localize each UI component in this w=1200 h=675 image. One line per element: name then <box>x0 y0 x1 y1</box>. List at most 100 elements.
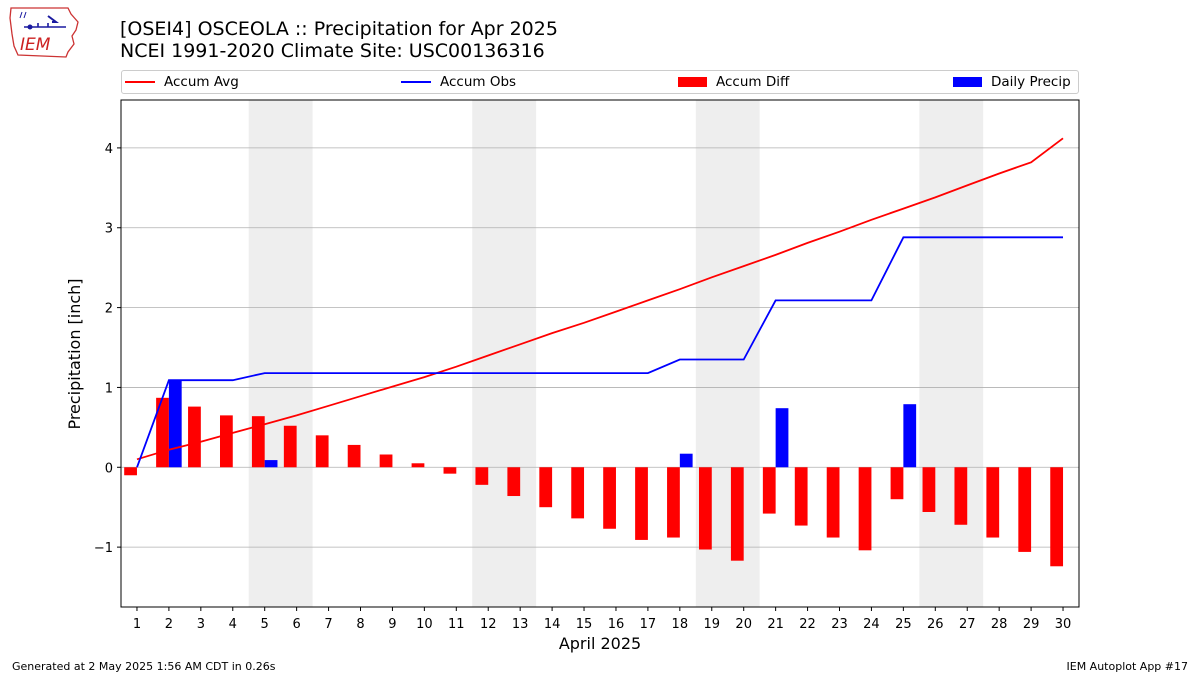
legend-label-daily-precip: Daily Precip <box>991 74 1071 90</box>
daily-precip-bar-5 <box>264 460 278 468</box>
xtick-label-7: 7 <box>324 617 332 632</box>
accum-diff-bar-21 <box>762 467 776 514</box>
ytick-label-0: −1 <box>94 541 113 556</box>
accum-diff-bar-17 <box>635 467 648 540</box>
accum-diff-bar-15 <box>571 467 585 519</box>
legend-label-accum-diff: Accum Diff <box>716 74 790 90</box>
ytick-label-5: 4 <box>105 142 113 157</box>
xtick-label-27: 27 <box>959 617 976 632</box>
weekend-shade-1 <box>472 100 537 607</box>
accum-obs-line <box>136 236 1063 468</box>
accum-diff-bar-22 <box>794 467 808 526</box>
accum-avg-line <box>136 137 1064 461</box>
daily-precip-bar-2 <box>168 380 182 468</box>
accum-diff-bar-3 <box>188 406 201 468</box>
xtick-label-24: 24 <box>863 617 880 632</box>
xtick-label-29: 29 <box>1023 617 1040 632</box>
xtick-label-19: 19 <box>703 617 720 632</box>
daily-precip-bar-21 <box>775 408 789 468</box>
accum-diff-bar-26 <box>922 467 936 512</box>
ytick-label-4: 3 <box>105 222 113 237</box>
accum-diff-bar-14 <box>539 467 553 508</box>
bar-layer <box>124 380 1064 567</box>
xtick-label-20: 20 <box>735 617 752 632</box>
grid-layer <box>121 147 1079 548</box>
xtick-label-16: 16 <box>608 617 625 632</box>
xtick-label-23: 23 <box>831 617 848 632</box>
xtick-label-6: 6 <box>292 617 300 632</box>
chart-legend: Accum Avg Accum Obs Accum Diff Daily Pre… <box>121 70 1079 94</box>
accum-diff-bar-18 <box>667 467 680 538</box>
xtick-label-13: 13 <box>512 617 529 632</box>
chart-subtitle: NCEI 1991-2020 Climate Site: USC00136316 <box>120 40 545 62</box>
xtick-label-26: 26 <box>927 617 944 632</box>
accum-diff-bar-28 <box>986 467 1000 538</box>
accum-diff-bar-11 <box>443 467 457 474</box>
legend-item-accum-avg: Accum Avg <box>125 71 239 93</box>
xtick-label-22: 22 <box>799 617 816 632</box>
accum-diff-bar-29 <box>1018 467 1032 552</box>
weekend-shading-layer <box>248 100 984 607</box>
iem-logo: IEM <box>8 6 80 62</box>
daily-precip-bar-25 <box>903 404 917 468</box>
iowa-map-icon: IEM <box>9 7 79 58</box>
xtick-label-18: 18 <box>672 617 689 632</box>
ytick-label-2: 1 <box>105 381 113 396</box>
iem-logo-text: IEM <box>20 35 51 55</box>
accum-diff-bar-20 <box>730 467 744 561</box>
xtick-label-14: 14 <box>544 617 561 632</box>
xtick-label-28: 28 <box>991 617 1008 632</box>
accum-diff-bar-23 <box>826 467 840 538</box>
xtick-label-21: 21 <box>767 617 784 632</box>
xtick-label-30: 30 <box>1055 617 1072 632</box>
xtick-label-15: 15 <box>576 617 593 632</box>
accum-diff-bar-8 <box>347 444 361 468</box>
accum-diff-bar-12 <box>475 467 489 485</box>
footer-app-text: IEM Autoplot App #17 <box>1066 660 1189 673</box>
x-axis-label: April 2025 <box>559 634 641 653</box>
daily-precip-bar-18 <box>679 453 693 468</box>
accum-diff-bar-27 <box>954 467 968 525</box>
xtick-label-17: 17 <box>640 617 657 632</box>
accum-diff-bar-16 <box>603 467 616 529</box>
accum-diff-bar-24 <box>858 467 872 551</box>
xtick-label-8: 8 <box>356 617 364 632</box>
legend-label-accum-obs: Accum Obs <box>440 74 517 90</box>
xtick-label-10: 10 <box>416 617 433 632</box>
weekend-shade-3 <box>919 100 984 607</box>
legend-swatch-red-line <box>125 81 155 83</box>
ytick-label-1: 0 <box>105 461 113 476</box>
accum-diff-bar-25 <box>890 467 904 500</box>
weekend-shade-0 <box>248 100 313 607</box>
legend-swatch-red-box <box>678 77 707 87</box>
accum-diff-bar-4 <box>219 415 233 468</box>
line-layer <box>136 137 1064 468</box>
y-axis-label: Precipitation [inch] <box>65 278 84 429</box>
xtick-label-2: 2 <box>165 617 173 632</box>
legend-item-accum-obs: Accum Obs <box>401 71 516 93</box>
accum-diff-bar-5 <box>251 416 265 468</box>
footer-generated-text: Generated at 2 May 2025 1:56 AM CDT in 0… <box>12 660 276 673</box>
xtick-label-12: 12 <box>480 617 497 632</box>
legend-label-accum-avg: Accum Avg <box>164 74 239 90</box>
accum-diff-bar-13 <box>507 467 521 497</box>
chart-title: [OSEI4] OSCEOLA :: Precipitation for Apr… <box>120 18 558 40</box>
accum-diff-bar-7 <box>315 435 329 468</box>
xtick-label-25: 25 <box>895 617 912 632</box>
legend-swatch-blue-box <box>953 77 982 87</box>
legend-item-accum-diff: Accum Diff <box>678 71 789 93</box>
accum-diff-bar-19 <box>698 467 712 550</box>
xtick-label-3: 3 <box>197 617 205 632</box>
xtick-label-4: 4 <box>229 617 237 632</box>
xtick-label-1: 1 <box>133 617 141 632</box>
xtick-label-5: 5 <box>261 617 269 632</box>
accum-diff-bar-1 <box>124 467 137 476</box>
xtick-label-11: 11 <box>448 617 465 632</box>
accum-diff-bar-9 <box>379 454 393 468</box>
accum-diff-bar-6 <box>283 425 297 468</box>
legend-swatch-blue-line <box>401 81 431 83</box>
ytick-label-3: 2 <box>105 302 113 317</box>
xtick-label-9: 9 <box>388 617 396 632</box>
